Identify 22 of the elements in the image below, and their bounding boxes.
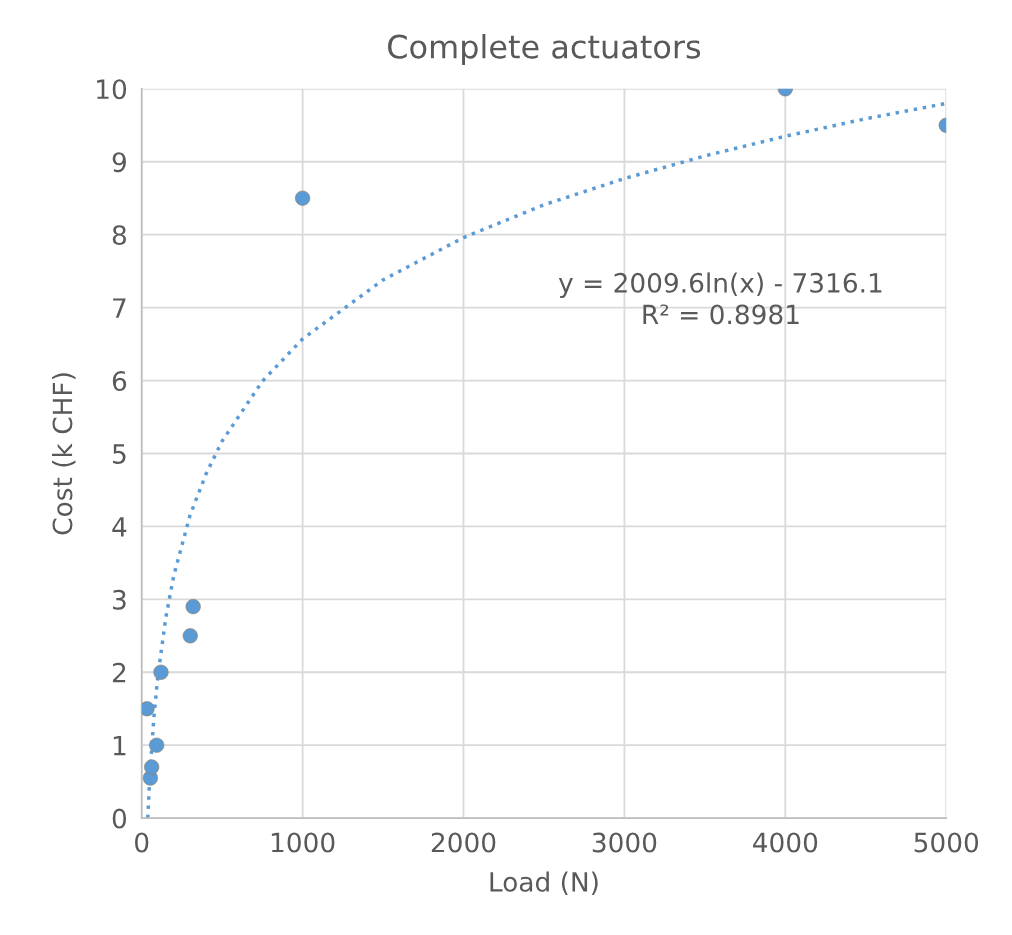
y-tick-label: 10 <box>97 79 127 100</box>
x-tick-label: 1000 <box>271 832 335 853</box>
x-tick-label: 5000 <box>914 832 979 853</box>
y-tick-label: 6 <box>112 370 127 391</box>
y-tick-label: 1 <box>113 735 126 756</box>
y-axis-title: Cost (k CHF) <box>52 373 76 535</box>
y-tick-label: 9 <box>112 152 126 173</box>
x-tick-label: 0 <box>135 832 149 853</box>
x-axis-title: Load (N) <box>490 871 598 895</box>
y-tick-label: 5 <box>113 444 126 464</box>
x-tick-label: 4000 <box>753 832 818 853</box>
y-tick-label: 4 <box>112 517 127 537</box>
y-tick-label: 8 <box>112 225 126 246</box>
x-tick-label: 2000 <box>431 832 496 853</box>
chart-title: Complete actuators <box>388 34 701 65</box>
y-tick-label: 2 <box>112 662 126 683</box>
point <box>153 664 169 680</box>
x-tick-label: 3000 <box>592 832 657 853</box>
annotation: y = 2009.6ln(x) - 7316.1 R² = 0.8981 <box>558 272 882 325</box>
y-tick-label: 0 <box>112 808 127 829</box>
y-tick-label: 3 <box>113 589 126 610</box>
y-tick-label: 7 <box>113 298 126 318</box>
